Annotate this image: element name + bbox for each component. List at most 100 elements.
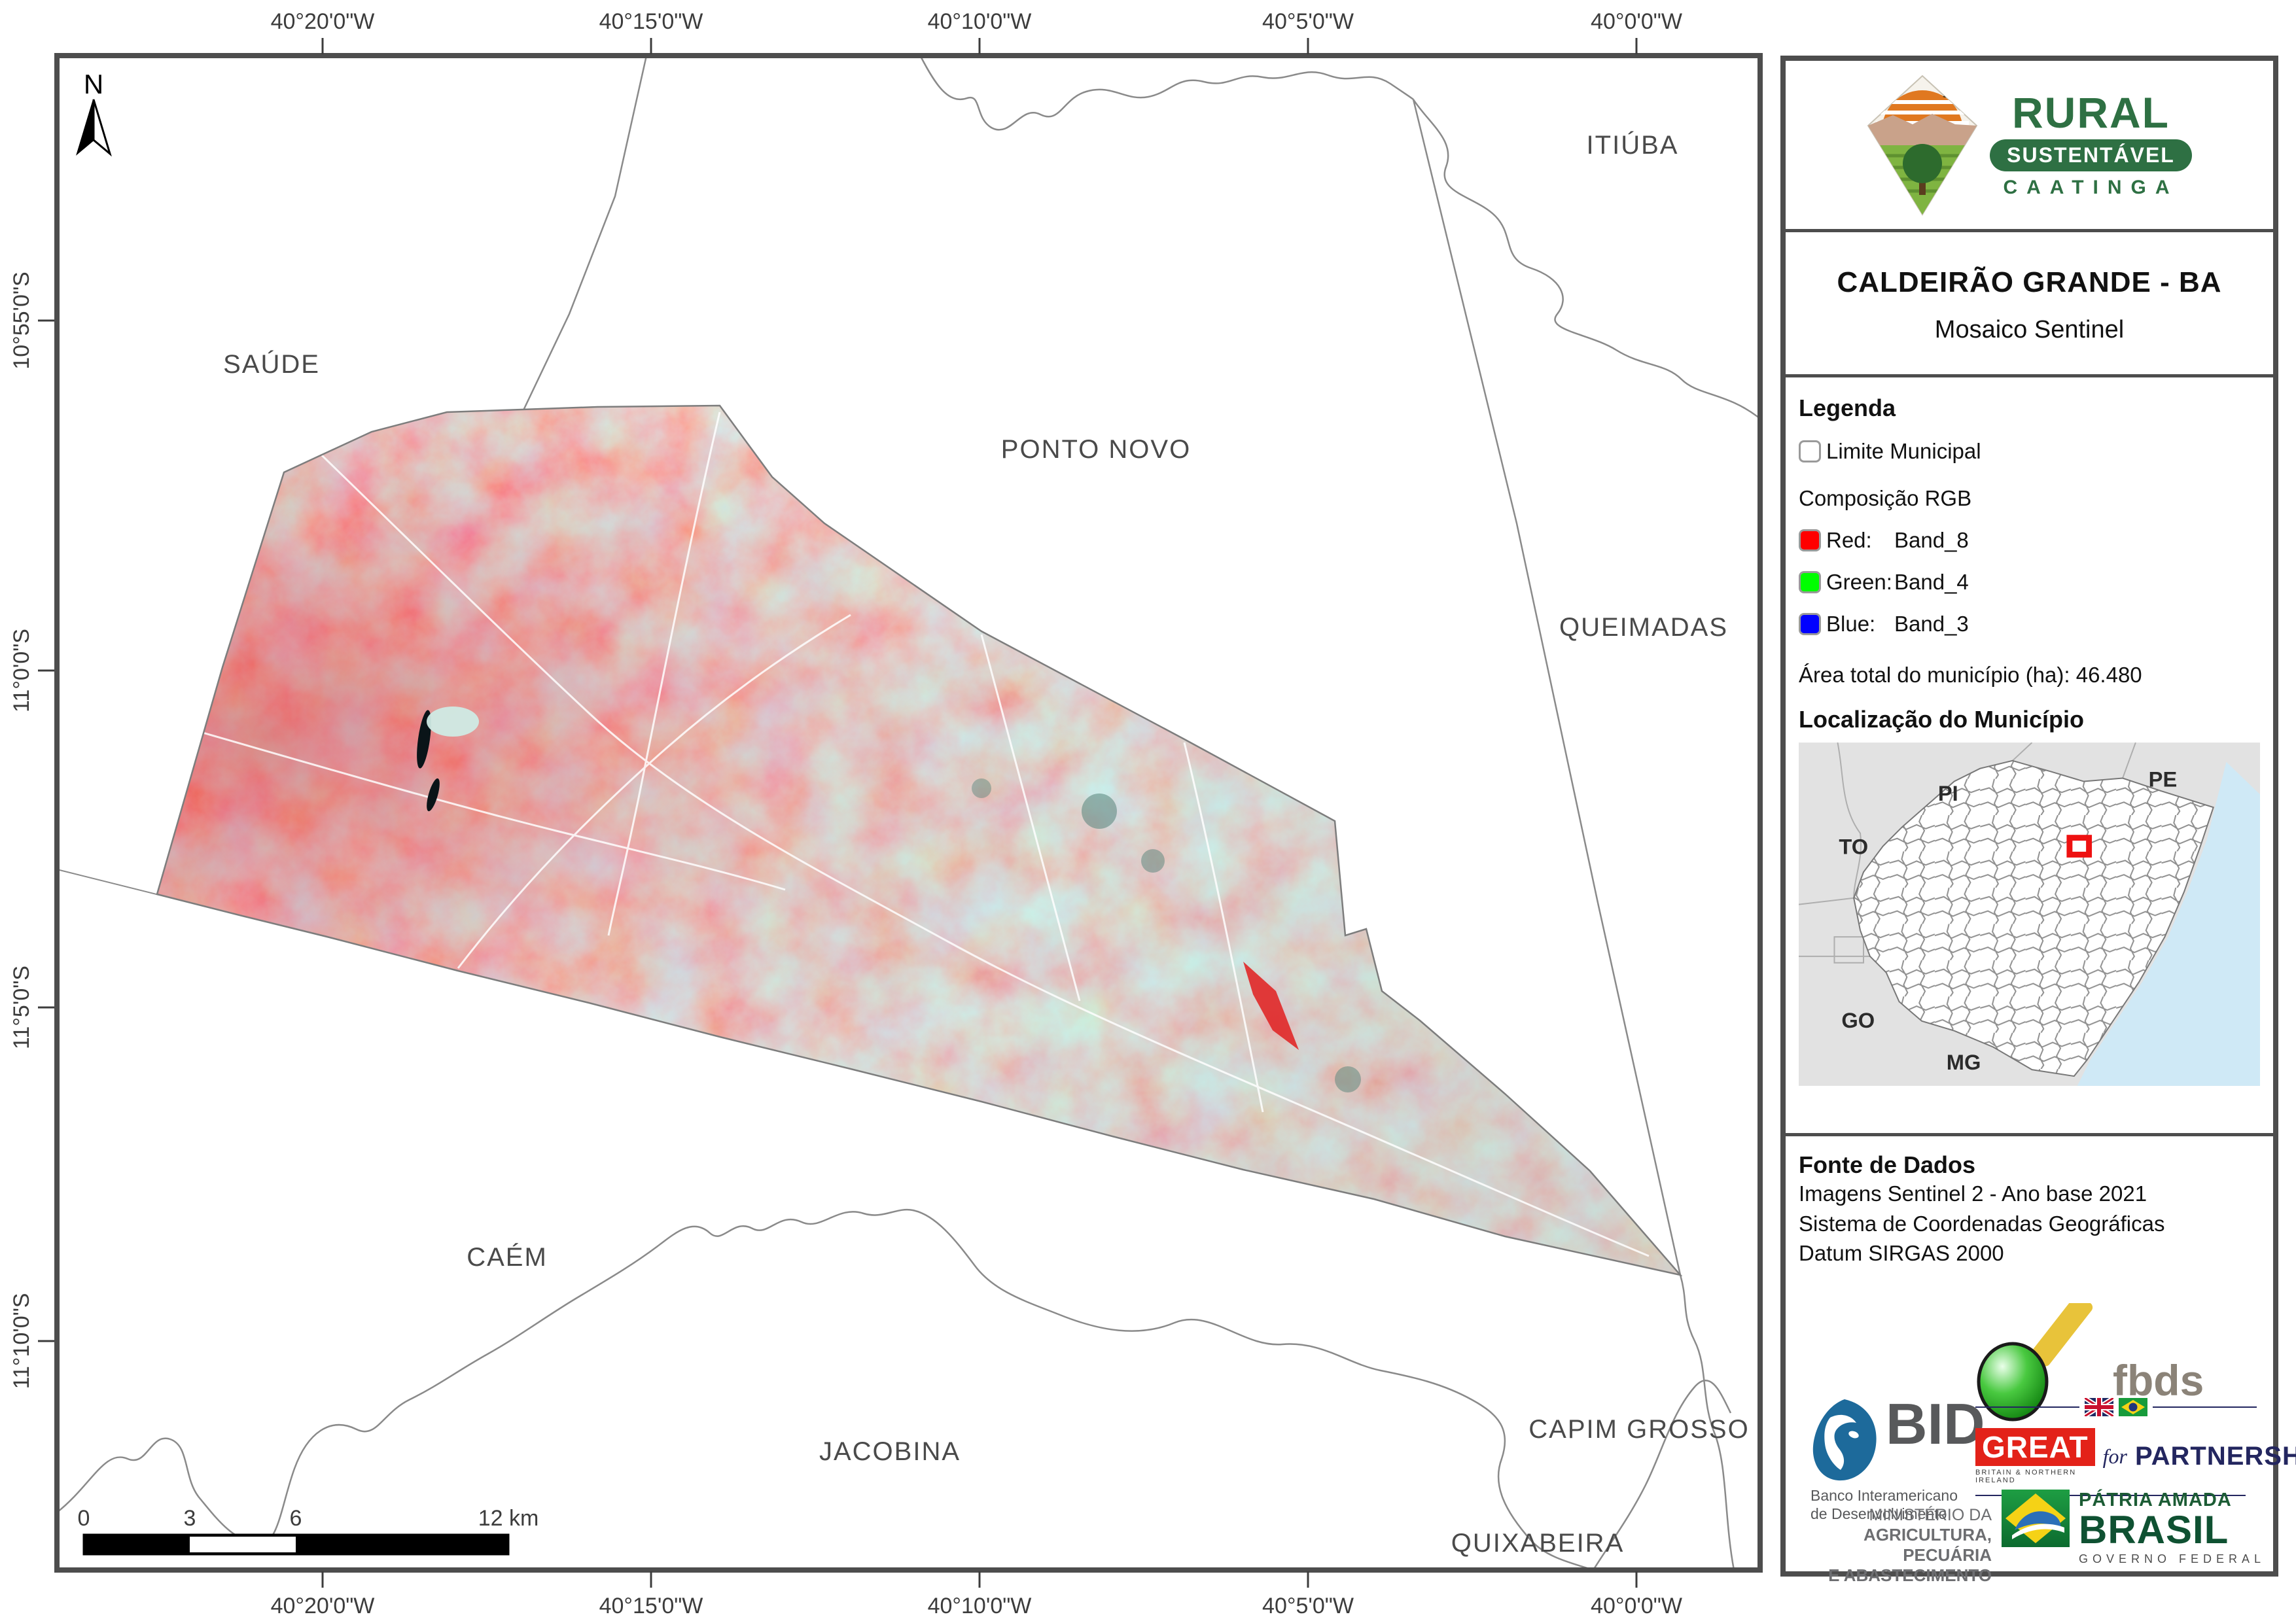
lat-label-3: 11°10'0"S bbox=[9, 1293, 34, 1389]
ministerio-logo-text: MINISTÉRIO DA AGRICULTURA, PECUÁRIA E AB… bbox=[1805, 1506, 1992, 1586]
inset-bahia-state bbox=[1853, 759, 2214, 1077]
page-title: CALDEIRÃO GRANDE - BA bbox=[1837, 266, 2222, 298]
fonte-line-1: Imagens Sentinel 2 - Ano base 2021 bbox=[1799, 1181, 2147, 1206]
place-label-saude: SAÚDE bbox=[223, 349, 320, 379]
sentinel-mosaic bbox=[157, 406, 1680, 1275]
title-section: CALDEIRÃO GRANDE - BA Mosaico Sentinel bbox=[1786, 236, 2273, 377]
scale-label-6: 6 bbox=[290, 1506, 302, 1531]
inset-state-label-go: GO bbox=[1841, 1008, 1875, 1032]
fbds-logo-text: fbds bbox=[2113, 1356, 2204, 1405]
red-swatch bbox=[1799, 529, 1821, 551]
inset-municipality-marker bbox=[2066, 835, 2093, 858]
map-frame bbox=[54, 53, 1763, 1573]
bid-sub-1: Banco Interamericano bbox=[1810, 1487, 1958, 1504]
bid-logo-text: BID bbox=[1886, 1391, 1985, 1456]
boundary-caem-jacobina bbox=[56, 1208, 1594, 1571]
lon-label-top-3: 40°5'0"W bbox=[1262, 9, 1354, 34]
boundary-itiuba-queimadas bbox=[1412, 99, 1761, 419]
ministerio-line-2: AGRICULTURA, PECUÁRIA bbox=[1863, 1525, 1992, 1565]
legend-item-limite: Limite Municipal bbox=[1799, 439, 2261, 464]
ministerio-line-1: MINISTÉRIO DA bbox=[1869, 1506, 1992, 1524]
scale-bar: 0 3 6 12 km bbox=[78, 1506, 539, 1556]
inset-ocean bbox=[2077, 761, 2260, 1086]
scale-label-0: 0 bbox=[78, 1506, 90, 1531]
legend-item-red: Red: Band_8 bbox=[1799, 528, 2261, 553]
place-label-queimadas: QUEIMADAS bbox=[1559, 613, 1728, 642]
page-subtitle: Mosaico Sentinel bbox=[1934, 315, 2125, 343]
locator-heading: Localização do Município bbox=[1799, 706, 2085, 733]
lon-label-top-0: 40°20'0"W bbox=[271, 9, 375, 34]
north-arrow-icon: N bbox=[76, 69, 112, 157]
area-total: Área total do município (ha): 46.480 bbox=[1799, 663, 2142, 687]
flag-rule-right bbox=[2153, 1406, 2257, 1408]
boundary-saude-pontonovo bbox=[522, 55, 648, 411]
lat-label-1: 11°0'0"S bbox=[9, 629, 34, 712]
logo-name: RURAL bbox=[2012, 88, 2170, 137]
boundary-quixabeira-east bbox=[1592, 1380, 1732, 1571]
limite-label: Limite Municipal bbox=[1826, 439, 1981, 463]
boundary-queimadas-west bbox=[1412, 99, 1735, 1571]
brasil-flag-logo-icon bbox=[2002, 1490, 2070, 1547]
inset-state-label-pi: PI bbox=[1938, 781, 1958, 805]
green-label: Green: bbox=[1826, 570, 1892, 594]
bid-logo-icon bbox=[1812, 1399, 1877, 1481]
place-label-itiuba: ITIÚBA bbox=[1587, 130, 1679, 160]
graticule-ticks bbox=[38, 38, 1638, 1588]
lon-label-top-1: 40°15'0"W bbox=[599, 9, 703, 34]
lat-label-2: 11°5'0"S bbox=[9, 966, 34, 1049]
red-label: Red: bbox=[1826, 528, 1872, 552]
place-label-capim-grosso: CAPIM GROSSO bbox=[1528, 1415, 1749, 1444]
rural-sustentavel-logo-text: RURAL SUSTENTÁVEL CAATINGA bbox=[1990, 91, 2192, 199]
legend-heading: Legenda bbox=[1799, 394, 1896, 421]
brasil-line-1: PÁTRIA AMADA bbox=[2079, 1490, 2232, 1510]
great-divider-rule bbox=[1975, 1495, 2246, 1496]
logo-sub: SUSTENTÁVEL bbox=[1990, 139, 2192, 171]
place-label-jacobina: JACOBINA bbox=[819, 1437, 961, 1466]
inset-state-label-pe: PE bbox=[2149, 767, 2178, 791]
red-band: Band_8 bbox=[1894, 528, 1969, 552]
ministerio-line-3: E ABASTECIMENTO bbox=[1828, 1565, 1992, 1585]
blue-band: Band_3 bbox=[1894, 612, 1969, 636]
lon-label-bottom-2: 40°10'0"W bbox=[928, 1594, 1032, 1618]
place-label-caem: CAÉM bbox=[467, 1242, 548, 1272]
municipal-limit-outline bbox=[156, 404, 1683, 1277]
lon-label-top-2: 40°10'0"W bbox=[928, 9, 1032, 34]
program-logo-section: RURAL SUSTENTÁVEL CAATINGA bbox=[1786, 61, 2273, 232]
composicao-heading: Composição RGB bbox=[1799, 486, 1972, 510]
legend-item-blue: Blue: Band_3 bbox=[1799, 612, 2261, 637]
fonte-heading: Fonte de Dados bbox=[1799, 1151, 1976, 1178]
great-box-text: GREAT bbox=[1975, 1428, 2095, 1466]
brazil-flag-icon bbox=[2119, 1398, 2147, 1416]
locator-map: PI PE TO GO MG bbox=[1798, 742, 2261, 1089]
info-panel: RURAL SUSTENTÁVEL CAATINGA CALDEIRÃO GRA… bbox=[1780, 56, 2296, 1585]
lon-label-bottom-4: 40°0'0"W bbox=[1591, 1594, 1682, 1618]
limite-swatch bbox=[1799, 440, 1821, 462]
logo-region: CAATINGA bbox=[2003, 177, 2179, 198]
lat-label-0: 10°55'0"S bbox=[9, 271, 34, 369]
lon-label-bottom-0: 40°20'0"W bbox=[271, 1594, 375, 1618]
blue-label: Blue: bbox=[1826, 612, 1876, 636]
inset-state-label-to: TO bbox=[1839, 834, 1868, 858]
inset-state-label-mg: MG bbox=[1947, 1050, 1981, 1074]
inset-state-borders bbox=[1798, 742, 2136, 964]
great-partnership-logo: GREAT BRITAIN & NORTHERN IRELAND for PAR… bbox=[1975, 1398, 2296, 1496]
place-label-ponto-novo: PONTO NOVO bbox=[1001, 435, 1191, 464]
great-for-word: for bbox=[2102, 1444, 2127, 1468]
lon-label-bottom-1: 40°15'0"W bbox=[599, 1594, 703, 1618]
data-source-section: Fonte de Dados Imagens Sentinel 2 - Ano … bbox=[1786, 1140, 2296, 1585]
green-band: Band_4 bbox=[1894, 570, 1969, 594]
lon-label-top-4: 40°0'0"W bbox=[1591, 9, 1682, 34]
fbds-logo: fbds bbox=[1972, 1295, 2204, 1434]
legend-section: Legenda Limite Municipal Composição RGB … bbox=[1786, 377, 2273, 1136]
fonte-line-2: Sistema de Coordenadas Geográficas bbox=[1799, 1211, 2165, 1236]
north-arrow-label: N bbox=[84, 69, 103, 99]
fonte-line-3: Datum SIRGAS 2000 bbox=[1799, 1241, 2004, 1266]
legend-item-green: Green: Band_4 bbox=[1799, 570, 2261, 595]
great-region-text: BRITAIN & NORTHERN IRELAND bbox=[1975, 1469, 2077, 1484]
governo-federal-logo: PÁTRIA AMADA BRASIL GOVERNO FEDERAL bbox=[2002, 1490, 2265, 1566]
scale-label-12: 12 km bbox=[478, 1506, 539, 1531]
road-lines bbox=[157, 411, 1650, 1257]
blue-swatch bbox=[1799, 613, 1821, 635]
